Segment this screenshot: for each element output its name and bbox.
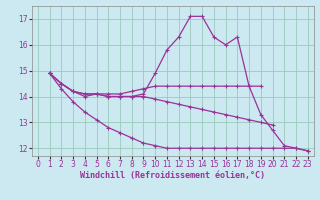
- X-axis label: Windchill (Refroidissement éolien,°C): Windchill (Refroidissement éolien,°C): [80, 171, 265, 180]
